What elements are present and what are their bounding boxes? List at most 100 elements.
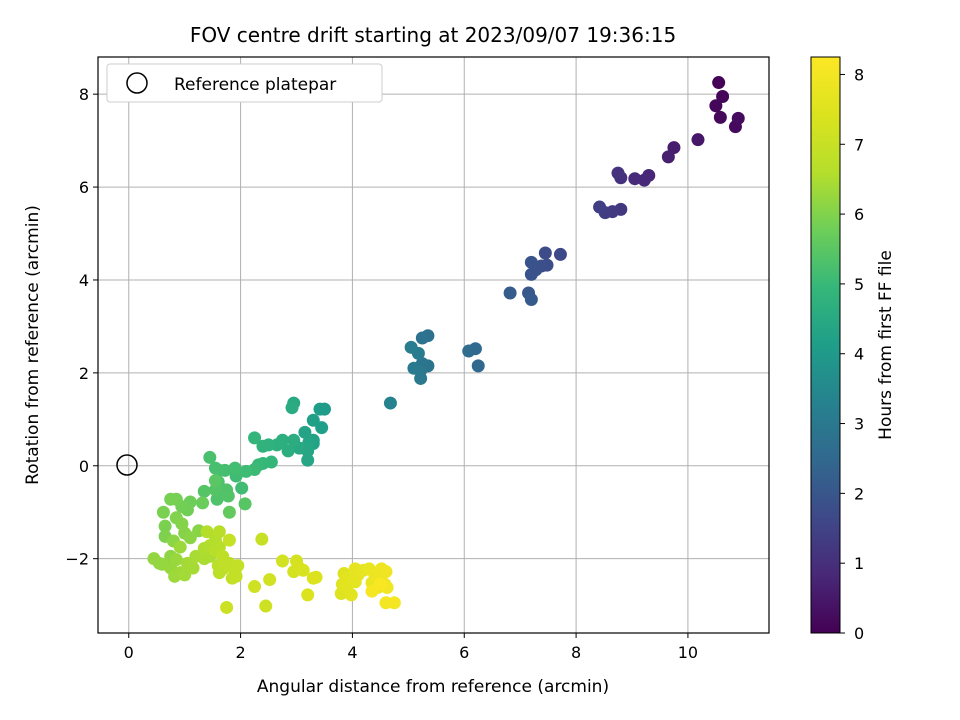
data-point	[218, 559, 232, 573]
data-point	[691, 133, 705, 147]
data-point	[301, 453, 315, 467]
data-point	[538, 246, 552, 260]
colorbar-tick-label: 4	[854, 345, 864, 364]
data-point	[238, 497, 252, 511]
data-point	[313, 402, 327, 416]
data-point	[716, 89, 730, 103]
legend-marker-icon	[126, 72, 148, 94]
data-point	[281, 444, 295, 458]
data-point	[259, 599, 273, 613]
legend-label: Reference platepar	[174, 75, 336, 95]
data-point	[524, 255, 538, 269]
data-point	[713, 110, 727, 124]
x-tick-label: 4	[347, 643, 357, 662]
data-point	[285, 401, 299, 415]
data-point	[221, 489, 235, 503]
data-point	[296, 563, 310, 577]
data-point	[298, 425, 312, 439]
x-tick-label: 10	[678, 643, 698, 662]
data-point	[164, 492, 178, 506]
y-tick-label: 0	[79, 457, 89, 476]
data-point	[173, 540, 187, 554]
colorbar-ticks: 0 1 2 3 4 5 6 7 8	[840, 65, 864, 643]
data-point	[414, 371, 428, 385]
plot-frame	[97, 56, 770, 634]
data-point	[462, 344, 476, 358]
x-tick-label: 8	[571, 643, 581, 662]
y-tick-label: −2	[65, 550, 89, 569]
colorbar-gradient	[810, 56, 841, 634]
data-point	[186, 561, 200, 575]
y-axis-label: Rotation from reference (arcmin)	[23, 205, 43, 485]
data-point	[169, 553, 183, 567]
data-point	[344, 588, 358, 602]
data-point	[203, 450, 217, 464]
y-tick-label: 6	[79, 178, 89, 197]
data-point	[503, 286, 517, 300]
data-point	[593, 200, 607, 214]
data-point	[229, 569, 243, 583]
data-point	[712, 76, 726, 90]
data-point	[255, 532, 269, 546]
data-point	[248, 431, 262, 445]
data-point	[553, 247, 567, 261]
data-point	[661, 150, 675, 164]
reference-platepar-marker	[116, 454, 138, 476]
data-point	[407, 361, 421, 375]
data-point	[287, 433, 301, 447]
data-point	[309, 570, 323, 584]
data-point	[387, 596, 401, 610]
data-point	[263, 573, 277, 587]
data-point	[239, 464, 253, 478]
legend: Reference platepar	[106, 63, 383, 103]
data-point	[637, 173, 651, 187]
y-tick-label: 4	[79, 271, 89, 290]
x-tick-label: 2	[235, 643, 245, 662]
data-point	[222, 533, 236, 547]
data-point	[222, 505, 236, 519]
data-points	[147, 76, 745, 614]
data-point	[404, 340, 418, 354]
colorbar-tick-label: 0	[854, 624, 864, 643]
colorbar-label: Hours from first FF file	[876, 250, 896, 440]
data-point	[524, 267, 538, 281]
x-axis-ticks: 0 2 4 6 8 10	[124, 633, 698, 662]
data-point	[415, 331, 429, 345]
data-point	[379, 565, 393, 579]
data-point	[200, 525, 214, 539]
data-point	[611, 166, 625, 180]
colorbar: 0 1 2 3 4 5 6 7 8 Hours from first FF file	[810, 56, 896, 643]
data-point	[373, 577, 387, 591]
data-point	[301, 588, 315, 602]
data-point	[208, 474, 222, 488]
data-point	[197, 484, 211, 498]
y-axis-ticks: −2 0 2 4 6 8	[65, 85, 98, 569]
data-point	[220, 600, 234, 614]
data-point	[383, 396, 397, 410]
data-point	[306, 413, 320, 427]
legend-box	[106, 63, 383, 103]
chart-title: FOV centre drift starting at 2023/09/07 …	[190, 23, 676, 47]
data-point	[208, 483, 222, 497]
colorbar-tick-label: 3	[854, 415, 864, 434]
data-point	[731, 111, 745, 125]
colorbar-tick-label: 7	[854, 135, 864, 154]
y-tick-label: 2	[79, 364, 89, 383]
data-point	[709, 99, 723, 113]
x-tick-label: 6	[459, 643, 469, 662]
data-point	[315, 421, 329, 435]
data-point	[231, 559, 245, 573]
x-tick-label: 0	[124, 643, 134, 662]
data-point	[524, 292, 538, 306]
data-point	[196, 496, 210, 510]
data-point	[156, 505, 170, 519]
data-point	[248, 580, 262, 594]
data-point	[276, 554, 290, 568]
colorbar-tick-label: 8	[854, 65, 864, 84]
data-point	[228, 461, 242, 475]
x-axis-label: Angular distance from reference (arcmin)	[257, 677, 609, 697]
data-point	[628, 172, 642, 186]
colorbar-tick-label: 2	[854, 484, 864, 503]
data-point	[183, 531, 197, 545]
